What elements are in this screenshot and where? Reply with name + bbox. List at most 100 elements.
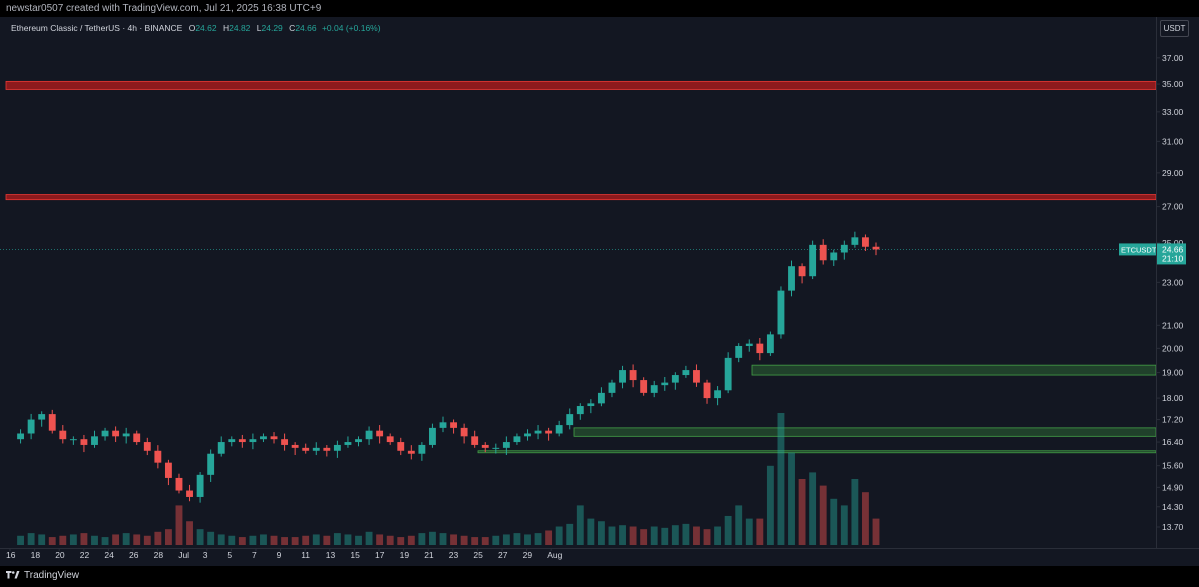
volume-bar [513,533,521,545]
price-tick-label: 19.00 [1162,368,1184,378]
candle-body [492,447,500,449]
candle-body [502,442,510,448]
volume-bar [59,535,67,545]
candle-body [513,436,521,443]
volume-bar [112,534,120,545]
price-tick-label: 17.20 [1162,415,1184,425]
candle-body [809,244,817,277]
candle-body [101,430,109,437]
volume-bar [439,533,447,545]
candle-body [323,447,331,451]
volume-bar [386,535,394,545]
candle-body [735,345,743,358]
volume-bar [460,535,468,545]
time-tick-label: 23 [449,550,459,560]
candle-body [27,419,35,434]
time-tick-label: 29 [523,550,533,560]
volume-bar [91,535,98,545]
candle-body [481,444,489,448]
tradingview-brand[interactable]: TradingView [6,570,79,581]
candle-body [355,439,362,443]
support-zone [751,364,1157,376]
time-tick-label: 24 [104,550,114,560]
volume-bar [217,534,225,545]
candle-body [196,474,204,497]
resistance-zone [5,194,1157,201]
candle-body [703,382,711,399]
volume-bar [502,534,510,545]
candle-body [724,357,732,391]
volume-bar [735,505,743,545]
currency-button[interactable]: USDT [1160,20,1189,37]
candle-body [238,439,246,443]
volume-bar [587,518,595,545]
close-label: C [289,23,296,33]
volume-bar [260,534,267,545]
volume-bar [228,535,236,545]
price-tick-label: 25.00 [1162,238,1184,248]
candle-body [312,447,320,451]
last-price-tag [1157,243,1186,265]
candle-body [756,343,764,354]
volume-bar [650,526,658,545]
candle-body [534,430,542,434]
volume-bar [196,529,204,545]
volume-bar [133,534,141,545]
candle-body [524,433,531,437]
volume-bar [777,413,785,545]
volume-bar [481,537,489,545]
candle-body [91,436,98,445]
price-tick-label: 35.00 [1162,79,1184,89]
volume-bar [270,535,278,545]
open-label: O [188,23,196,33]
volume-bar [38,534,46,545]
chart-area[interactable]: 37.00 35.00 33.00 31.00 29.00 27.00 25.00 23.00… [0,17,1199,566]
volume-bar [175,505,183,545]
time-tick-label: 7 [252,550,257,560]
candle-body [122,433,130,437]
price-tick-label: 18.00 [1162,393,1184,403]
candle-body [819,244,827,261]
volume-bar [154,531,162,545]
time-tick-label: Jul [178,550,189,560]
candle-body [80,439,88,445]
candle-body [640,380,648,393]
price-tick-label: 14.30 [1162,502,1184,512]
candle-body [112,430,120,437]
price-chart[interactable]: 37.00 35.00 33.00 31.00 29.00 27.00 25.00 23.00… [0,17,1199,566]
candle-body [217,442,225,454]
volume-bar [619,525,626,545]
candle-body [260,436,267,440]
candle-body [777,290,785,335]
candle-body [344,442,352,445]
candle-body [798,266,806,277]
candle-body [766,334,774,354]
volume-bar [671,525,679,545]
candle-body [17,433,24,440]
candle-body [862,237,869,247]
price-tick-label: 27.00 [1162,202,1184,212]
candle-body [830,252,838,261]
candle-body [597,392,605,404]
volume-bar [545,530,553,545]
countdown-label: 21:10 [1162,253,1184,263]
volume-bar [872,518,880,545]
change-value: +0.04 (+0.16%) [321,23,381,33]
volume-bar [862,492,869,545]
time-tick-label: 25 [473,550,483,560]
candle-body [587,403,595,407]
volume-bar [597,521,605,545]
volume-bar [693,526,700,545]
volume-bar [376,534,384,545]
candle-body [555,425,563,434]
time-tick-label: 9 [277,550,282,560]
time-tick-label: 18 [31,550,41,560]
candle-body [302,447,310,451]
resistance-zone [5,80,1157,90]
candle-body [788,266,795,291]
high-value: 24.82 [229,23,251,33]
close-value: 24.66 [295,23,317,33]
volume-bar [122,533,130,545]
volume-bar [143,535,151,545]
volume-bar [534,533,542,545]
